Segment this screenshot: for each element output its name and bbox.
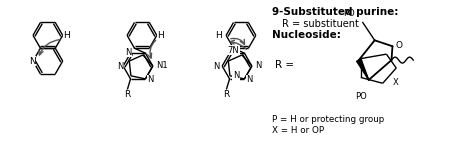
Text: R: R — [223, 90, 230, 99]
Text: N: N — [255, 60, 261, 69]
Text: Nucleoside:: Nucleoside: — [272, 30, 340, 40]
Text: H: H — [64, 31, 70, 40]
Text: N: N — [246, 75, 253, 84]
Text: R: R — [125, 90, 131, 99]
Text: N: N — [117, 61, 123, 70]
Text: X: X — [392, 78, 398, 87]
Text: P = H or protecting group: P = H or protecting group — [272, 115, 384, 124]
Text: H: H — [215, 31, 222, 40]
Text: PO: PO — [355, 92, 367, 101]
Text: N1: N1 — [156, 60, 167, 69]
Text: X = H or OP: X = H or OP — [272, 126, 324, 135]
Text: N: N — [28, 57, 36, 66]
Text: 9-Substituted purine:: 9-Substituted purine: — [272, 7, 398, 17]
Text: R = substituent: R = substituent — [282, 19, 358, 28]
Text: N: N — [233, 71, 239, 80]
Text: N: N — [147, 75, 154, 84]
Polygon shape — [356, 59, 369, 80]
Text: N: N — [213, 61, 219, 70]
Text: O: O — [395, 41, 402, 50]
Text: H: H — [157, 31, 164, 40]
Text: 7N: 7N — [228, 46, 239, 55]
Text: PO: PO — [343, 9, 355, 18]
Text: N: N — [126, 48, 132, 57]
Text: R =: R = — [274, 60, 294, 70]
